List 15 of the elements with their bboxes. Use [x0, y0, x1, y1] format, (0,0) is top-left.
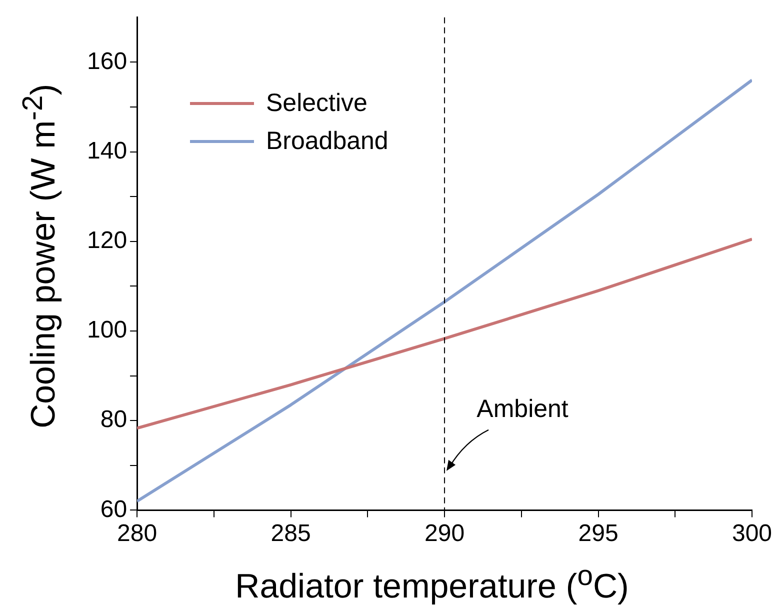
- y-tick-label: 100: [86, 316, 128, 344]
- y-tick-label: 160: [86, 48, 128, 75]
- x-tick-label: 290: [424, 520, 465, 548]
- y-tick-label: 140: [86, 137, 128, 164]
- y-tick-label: 60: [100, 496, 128, 523]
- annotation: Ambient: [476, 394, 568, 423]
- y-tick-label: 120: [86, 227, 128, 254]
- y-tick-label: 80: [100, 406, 128, 434]
- x-tick-label: 285: [270, 520, 311, 548]
- x-tick-label: 300: [732, 520, 772, 548]
- legend-label: Selective: [266, 88, 368, 118]
- legend-label: Broadband: [266, 126, 388, 156]
- x-tick-label: 295: [578, 520, 618, 548]
- x-axis-title: Radiator temperature ($^{o}$C): [234, 560, 630, 606]
- x-tick-label: 280: [117, 520, 158, 548]
